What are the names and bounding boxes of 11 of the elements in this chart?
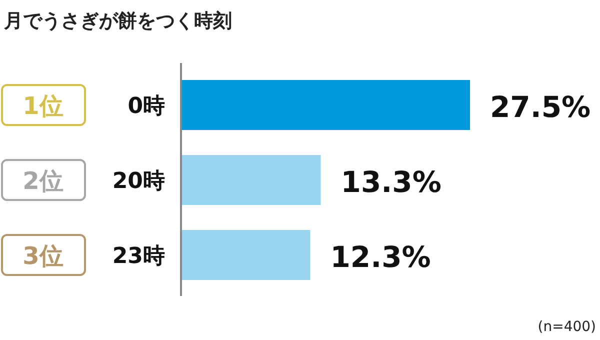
chart-title: 月でうさぎが餅をつく時刻 bbox=[3, 10, 232, 32]
data-label: 12.3% bbox=[330, 240, 431, 274]
y-tick-label: 0時 bbox=[128, 94, 165, 119]
text: (n=400) bbox=[538, 319, 596, 335]
text: 3位 bbox=[22, 242, 64, 270]
data-label: 27.5% bbox=[490, 90, 591, 124]
text: 1位 bbox=[22, 92, 64, 120]
text: 2位 bbox=[22, 167, 64, 195]
data-label: 13.3% bbox=[340, 165, 442, 199]
y-tick-label: 23時 bbox=[112, 244, 165, 269]
y-tick-label: 20時 bbox=[112, 169, 165, 194]
